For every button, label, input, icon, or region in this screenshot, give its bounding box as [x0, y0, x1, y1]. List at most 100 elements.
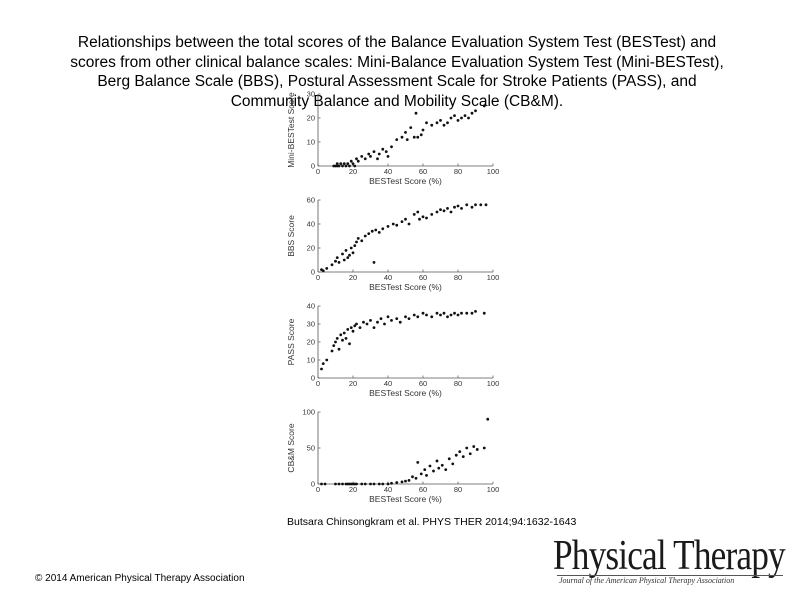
y-axis-label: PASS Score: [286, 318, 296, 365]
data-point: [335, 337, 339, 340]
data-point: [339, 333, 343, 337]
x-tick-label: 100: [487, 273, 500, 282]
data-point: [479, 203, 483, 207]
data-point: [390, 319, 393, 322]
data-point: [435, 121, 439, 125]
data-point: [440, 463, 444, 467]
data-point: [363, 234, 367, 238]
data-point: [456, 119, 460, 122]
data-point: [363, 157, 367, 161]
data-point: [351, 162, 355, 165]
data-point: [442, 123, 446, 127]
data-point: [386, 482, 390, 486]
data-point: [414, 476, 418, 480]
data-point: [372, 326, 376, 329]
x-tick-label: 80: [454, 167, 462, 176]
data-point: [349, 246, 353, 250]
x-tick-label: 20: [349, 167, 357, 176]
data-point: [362, 320, 365, 324]
data-point: [400, 480, 404, 484]
data-point: [425, 313, 428, 317]
data-point: [384, 150, 388, 153]
data-point: [334, 482, 337, 486]
data-point: [360, 482, 364, 486]
logo-divider: [557, 575, 783, 576]
data-point: [353, 164, 357, 168]
x-axis-label: BESTest Score (%): [369, 388, 442, 398]
data-point: [355, 322, 358, 326]
data-point: [381, 227, 385, 231]
data-point: [404, 479, 407, 483]
data-point: [370, 229, 374, 233]
data-point: [437, 466, 441, 470]
data-point: [407, 222, 411, 226]
data-point: [449, 313, 453, 317]
y-tick-label: 50: [307, 444, 315, 453]
data-point: [400, 220, 404, 223]
y-tick-label: 20: [307, 338, 315, 347]
data-point: [458, 450, 462, 453]
data-point: [369, 319, 372, 322]
data-point: [377, 482, 381, 486]
data-point: [346, 162, 350, 165]
data-point: [332, 344, 336, 347]
data-point: [330, 349, 334, 353]
y-tick-label: 10: [307, 138, 315, 147]
data-point: [369, 482, 372, 486]
data-point: [346, 256, 350, 259]
y-tick-label: 20: [307, 114, 315, 123]
data-point: [411, 475, 414, 479]
x-tick-label: 60: [419, 485, 427, 494]
data-point: [412, 213, 416, 216]
title-line: Relationships between the total scores o…: [77, 34, 717, 51]
data-point: [356, 159, 360, 163]
data-point: [418, 217, 421, 221]
scatter-cbm: 0 20 40 60 80 100 0 50 100 BESTest Score (%) CB&M …: [286, 408, 499, 505]
data-point: [391, 222, 395, 226]
x-tick-label: 80: [454, 485, 462, 494]
data-point: [412, 135, 416, 139]
data-point: [468, 452, 472, 456]
x-tick-label: 40: [384, 273, 392, 282]
scatter-panels: 0 20 40 60 80 100 0 10 20 30 BESTest Score (%) Mini…: [283, 86, 513, 510]
data-point: [470, 311, 474, 315]
data-point: [323, 482, 327, 486]
data-point: [461, 455, 465, 459]
data-point: [470, 205, 474, 209]
data-point: [395, 223, 399, 227]
data-point: [449, 210, 453, 214]
data-point: [428, 464, 432, 468]
y-tick-label: 100: [302, 408, 315, 417]
x-tick-label: 20: [349, 273, 357, 282]
data-point: [474, 310, 477, 313]
x-tick-label: 100: [487, 379, 500, 388]
data-point: [334, 259, 337, 263]
y-tick-label: 0: [311, 374, 315, 383]
data-point: [395, 481, 399, 484]
data-point: [405, 138, 409, 141]
data-point: [355, 482, 358, 486]
data-point: [416, 210, 420, 214]
data-point: [337, 482, 341, 486]
data-point: [381, 482, 385, 486]
citation: Butsara Chinsongkram et al. PHYS THER 20…: [287, 516, 577, 528]
data-point: [386, 155, 390, 158]
data-point: [404, 131, 407, 134]
data-point: [353, 324, 357, 328]
x-tick-label: 0: [316, 485, 320, 494]
data-point: [465, 311, 469, 315]
data-point: [346, 328, 350, 331]
data-point: [474, 203, 477, 207]
x-axis-label: BESTest Score (%): [369, 494, 442, 504]
data-point: [390, 481, 393, 485]
data-point: [390, 145, 393, 149]
data-point: [446, 207, 449, 210]
data-point: [412, 313, 416, 317]
data-point: [416, 461, 420, 464]
data-point: [348, 164, 351, 168]
data-point: [430, 213, 434, 216]
data-point: [460, 311, 463, 315]
y-tick-label: 30: [307, 320, 315, 329]
data-point: [460, 207, 463, 210]
x-tick-label: 0: [316, 167, 320, 176]
